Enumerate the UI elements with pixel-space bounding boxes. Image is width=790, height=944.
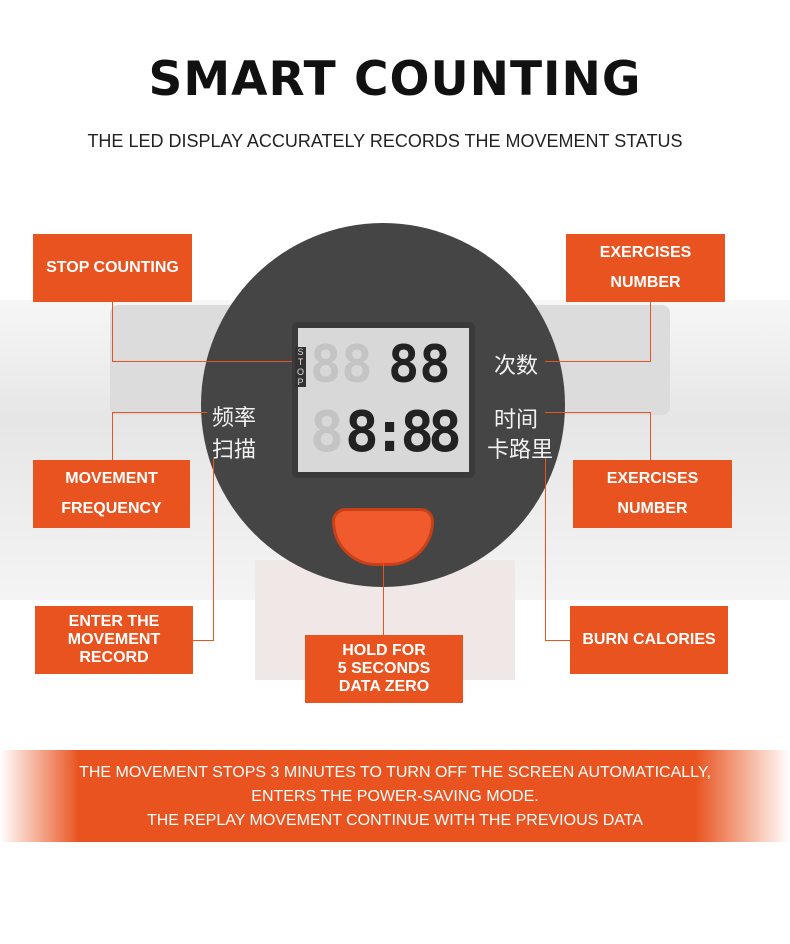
lcd-ghost-row1: 88: [310, 335, 373, 395]
callout-text: HOLD FOR: [342, 642, 426, 659]
connector: [545, 640, 570, 641]
label-count-cn: 次数: [494, 354, 539, 379]
callout-text: FREQUENCY: [61, 500, 162, 517]
page-title: SMART COUNTING: [148, 52, 642, 107]
callout-text: 5 SECONDS: [337, 660, 431, 677]
callout-text: MOVEMENT: [67, 631, 161, 648]
callout-exercises-number-top: EXERCISES NUMBER: [566, 234, 725, 302]
connector: [650, 412, 651, 460]
connector: [545, 458, 546, 641]
notice-line: THE REPLAY MOVEMENT CONTINUE WITH THE PR…: [146, 812, 644, 829]
callout-text: STOP COUNTING: [46, 259, 179, 276]
callout-text: EXERCISES: [599, 244, 692, 261]
connector: [213, 458, 214, 641]
callout-enter-record: ENTER THE MOVEMENT RECORD: [35, 606, 193, 674]
callout-text: NUMBER: [610, 274, 681, 291]
label-calorie-cn: 卡路里: [487, 438, 554, 463]
connector: [112, 412, 113, 460]
connector: [112, 412, 207, 413]
stop-indicator: STOP: [295, 347, 306, 387]
callout-text: RECORD: [79, 649, 149, 666]
lcd-row1: 88: [388, 335, 451, 395]
callout-burn-calories: BURN CALORIES: [570, 606, 728, 674]
label-scan-cn: 扫描: [212, 438, 257, 463]
label-time-cn: 时间: [494, 408, 539, 433]
callout-text: ENTER THE: [68, 613, 160, 630]
subtitle: THE LED DISPLAY ACCURATELY RECORDS THE M…: [87, 131, 683, 151]
connector: [193, 640, 214, 641]
callout-text: MOVEMENT: [65, 470, 158, 487]
callout-text: NUMBER: [617, 500, 688, 517]
callout-stop-counting: STOP COUNTING: [33, 234, 192, 302]
callout-text: BURN CALORIES: [582, 631, 716, 648]
callout-exercises-number-bottom: EXERCISES NUMBER: [573, 460, 732, 528]
callout-text: EXERCISES: [606, 470, 699, 487]
notice-line: ENTERS THE POWER-SAVING MODE.: [251, 788, 539, 805]
connector: [112, 302, 113, 362]
connector: [545, 412, 651, 413]
callout-hold-reset: HOLD FOR 5 SECONDS DATA ZERO: [305, 635, 463, 703]
connector: [112, 361, 292, 362]
lcd-ghost-row2: 8: [310, 400, 344, 465]
notice-line: THE MOVEMENT STOPS 3 MINUTES TO TURN OFF…: [79, 764, 711, 781]
connector: [650, 302, 651, 362]
connector: [545, 361, 651, 362]
label-frequency-cn: 频率: [212, 406, 257, 431]
callout-movement-frequency: MOVEMENT FREQUENCY: [33, 460, 190, 528]
callout-text: DATA ZERO: [338, 678, 430, 695]
lcd-row2: 8:88: [345, 400, 462, 465]
lcd-screen: [292, 322, 475, 478]
connector: [383, 562, 384, 635]
notice-band: THE MOVEMENT STOPS 3 MINUTES TO TURN OFF…: [0, 750, 790, 842]
